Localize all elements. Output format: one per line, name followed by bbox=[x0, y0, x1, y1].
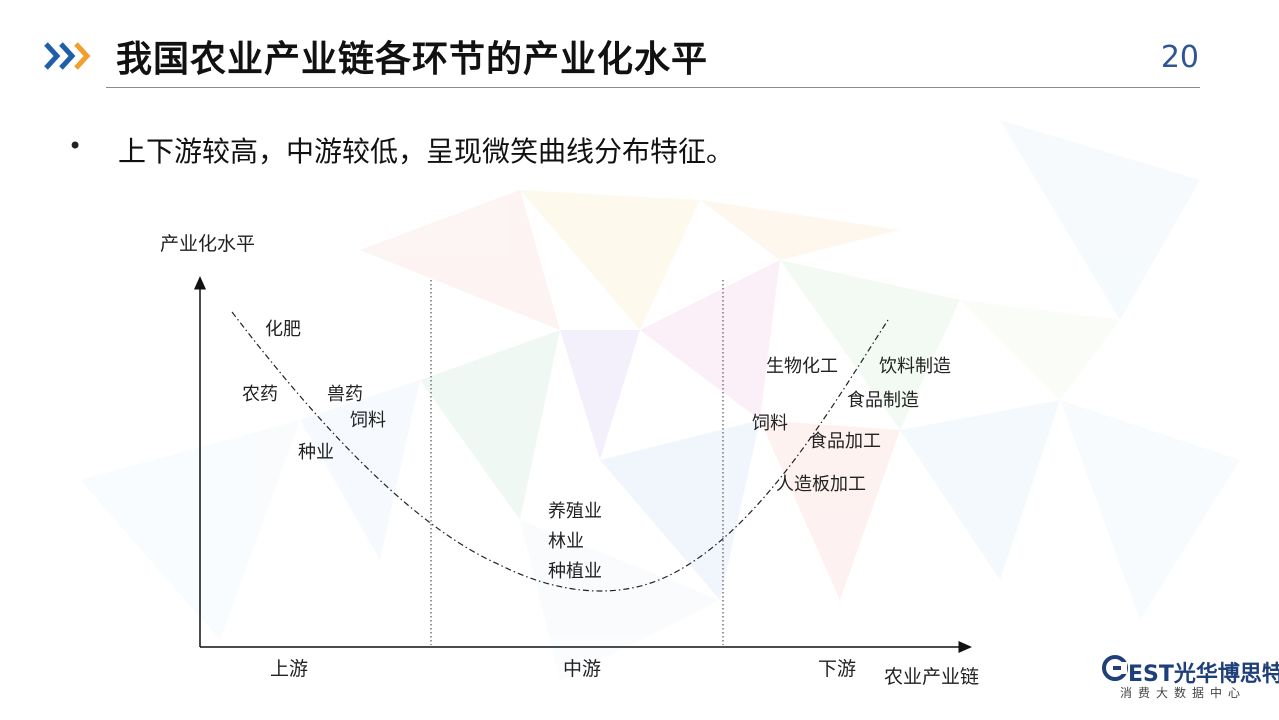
label-forestry: 林业 bbox=[548, 531, 584, 552]
label-planting: 种植业 bbox=[548, 561, 602, 582]
logo-subtitle: 消费大数据中心 bbox=[1120, 686, 1247, 700]
label-wood-panel: 人造板加工 bbox=[776, 474, 866, 495]
label-beverage: 饮料制造 bbox=[879, 356, 951, 377]
smile-curve bbox=[231, 311, 889, 592]
title-divider bbox=[106, 87, 1200, 88]
chevrons-right-icon bbox=[44, 42, 91, 70]
label-food-manufacturing: 食品制造 bbox=[847, 390, 919, 411]
slide-title: 我国农业产业链各环节的产业化水平 bbox=[116, 39, 709, 80]
bullet-text: 上下游较高，中游较低，呈现微笑曲线分布特征。 bbox=[118, 135, 735, 168]
label-seed-industry: 种业 bbox=[298, 442, 334, 463]
label-food-processing: 食品加工 bbox=[809, 431, 881, 452]
label-fertilizer: 化肥 bbox=[265, 319, 301, 340]
segment-label-downstream: 下游 bbox=[818, 658, 856, 680]
segment-label-upstream: 上游 bbox=[270, 658, 308, 680]
logo-brand-text: EST光华博思特 bbox=[1128, 662, 1279, 687]
label-pesticide: 农药 bbox=[242, 384, 278, 405]
segment-label-midstream: 中游 bbox=[563, 658, 601, 680]
brand-logo: EST光华博思特 消费大数据中心 bbox=[1102, 652, 1279, 702]
bullet-dot: • bbox=[68, 132, 83, 160]
label-veterinary-drug: 兽药 bbox=[327, 384, 363, 405]
page-number: 20 bbox=[1160, 40, 1199, 75]
label-feed-downstream: 饲料 bbox=[752, 413, 788, 434]
label-aquaculture: 养殖业 bbox=[548, 500, 602, 522]
label-biochemical: 生物化工 bbox=[766, 356, 838, 377]
y-axis-label: 产业化水平 bbox=[160, 233, 255, 255]
x-axis-label: 农业产业链 bbox=[884, 666, 979, 688]
label-feed-upstream: 饲料 bbox=[350, 410, 386, 431]
logo-mark-icon bbox=[1102, 655, 1128, 681]
